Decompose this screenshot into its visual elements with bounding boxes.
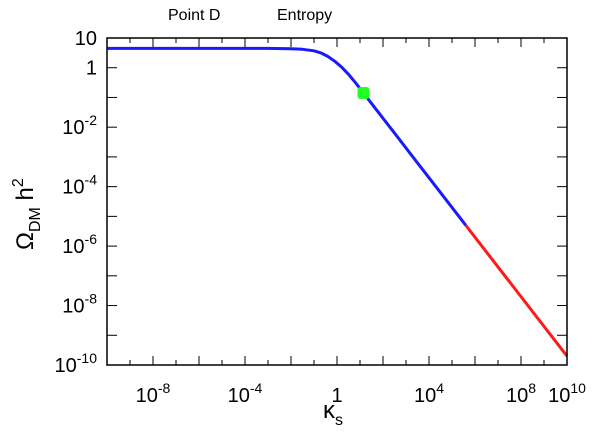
x-tick-label: 104 — [414, 380, 444, 407]
plot-frame — [106, 37, 568, 366]
series-line-2 — [464, 224, 569, 358]
y-axis-title-sub: DM — [27, 207, 44, 232]
x-tick-label: 1010 — [548, 380, 586, 407]
header-left-label: Point D — [168, 7, 220, 24]
y-tick-label: 10-8 — [62, 291, 97, 318]
y-tick-label: 10 — [75, 28, 97, 50]
x-axis-title: κs — [323, 397, 343, 429]
y-tick-label: 1 — [86, 58, 97, 80]
x-tick-label: 10-8 — [136, 380, 171, 407]
y-tick-label: 10-6 — [62, 231, 97, 258]
y-axis-title: ΩDM h2 — [10, 178, 44, 250]
highlight-marker — [357, 86, 370, 99]
y-tick-label: 10-4 — [62, 172, 97, 199]
y-tick-label: 10-2 — [62, 112, 97, 139]
header-right-label: Entropy — [277, 7, 332, 24]
x-axis-title-main: κ — [323, 397, 336, 424]
x-tick-label: 10-4 — [228, 380, 263, 407]
y-axis-title-tail: h — [12, 187, 39, 207]
y-axis-title-sup: 2 — [10, 178, 27, 187]
plot-area: 10-8 10-4 1 104 108 101010110-210-410-610-810… — [55, 28, 587, 407]
series-line-1 — [107, 46, 467, 227]
y-tick-label: 10-10 — [55, 350, 98, 377]
y-axis-title-main: Ω — [12, 232, 39, 250]
x-axis-title-sub: s — [335, 412, 343, 429]
x-tick-label: 1 — [331, 385, 342, 407]
x-tick-label: 108 — [506, 380, 536, 407]
